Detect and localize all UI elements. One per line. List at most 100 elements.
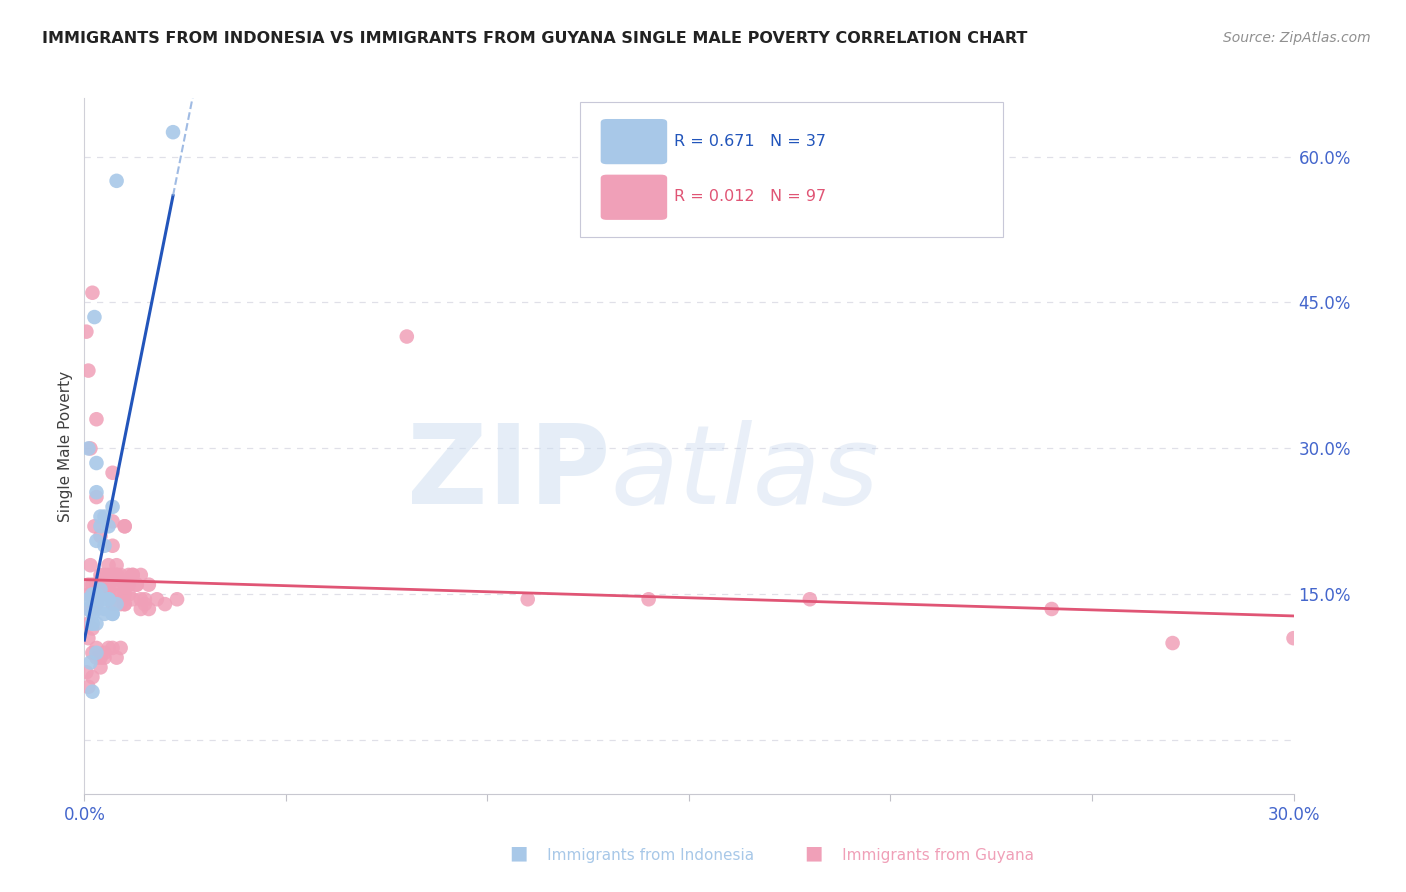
Point	[110, 597, 132, 611]
Point	[82, 592, 104, 607]
Text: R = 0.671   N = 37: R = 0.671 N = 37	[675, 134, 827, 149]
Point	[93, 539, 115, 553]
Point	[86, 587, 108, 601]
Text: ■: ■	[804, 844, 823, 863]
Point	[77, 587, 100, 601]
Point	[118, 568, 141, 582]
Point	[79, 442, 101, 456]
Point	[86, 456, 108, 470]
Point	[82, 646, 104, 660]
Point	[89, 582, 111, 597]
Text: R = 0.012   N = 97: R = 0.012 N = 97	[675, 189, 827, 204]
Point	[77, 602, 100, 616]
Point	[101, 607, 124, 621]
Text: ■: ■	[509, 844, 527, 863]
Point	[114, 597, 136, 611]
Point	[637, 592, 659, 607]
Point	[89, 529, 111, 543]
Point	[105, 650, 128, 665]
Point	[110, 573, 132, 587]
Point	[153, 597, 176, 611]
Point	[110, 568, 132, 582]
Point	[89, 509, 111, 524]
Point	[89, 650, 111, 665]
Point	[93, 646, 115, 660]
Point	[86, 650, 108, 665]
Point	[138, 577, 160, 591]
Point	[1040, 602, 1063, 616]
Point	[89, 519, 111, 533]
Point	[93, 568, 115, 582]
Point	[77, 680, 100, 694]
Point	[129, 592, 152, 607]
Point	[105, 568, 128, 582]
Point	[134, 592, 156, 607]
Point	[138, 602, 160, 616]
Point	[77, 442, 100, 456]
Point	[83, 519, 105, 533]
Point	[89, 592, 111, 607]
Point	[166, 592, 188, 607]
Point	[105, 587, 128, 601]
Point	[93, 602, 115, 616]
Text: atlas: atlas	[610, 420, 879, 527]
Point	[97, 592, 120, 607]
Point	[82, 587, 104, 601]
Point	[114, 597, 136, 611]
Point	[121, 568, 143, 582]
Point	[75, 325, 97, 339]
Text: ZIP: ZIP	[406, 420, 610, 527]
Point	[101, 640, 124, 655]
Point	[83, 310, 105, 324]
Point	[97, 582, 120, 597]
Point	[97, 519, 120, 533]
Point	[1282, 631, 1305, 645]
Point	[86, 597, 108, 611]
Point	[129, 602, 152, 616]
Point	[79, 656, 101, 670]
Point	[77, 577, 100, 591]
Point	[118, 577, 141, 591]
Point	[82, 616, 104, 631]
Point	[86, 577, 108, 591]
Point	[162, 125, 184, 139]
Point	[110, 640, 132, 655]
Point	[97, 577, 120, 591]
Point	[93, 577, 115, 591]
Point	[93, 587, 115, 601]
Point	[82, 587, 104, 601]
Point	[89, 660, 111, 674]
Point	[101, 597, 124, 611]
Point	[101, 466, 124, 480]
Point	[129, 568, 152, 582]
Point	[86, 485, 108, 500]
Point	[86, 533, 108, 548]
Point	[101, 607, 124, 621]
Point	[86, 597, 108, 611]
Point	[799, 592, 821, 607]
Point	[82, 616, 104, 631]
Point	[77, 592, 100, 607]
Point	[82, 285, 104, 300]
Point	[105, 568, 128, 582]
Point	[105, 558, 128, 573]
Text: Immigrants from Indonesia: Immigrants from Indonesia	[513, 848, 754, 863]
Point	[101, 539, 124, 553]
Point	[114, 582, 136, 597]
Text: Source: ZipAtlas.com: Source: ZipAtlas.com	[1223, 31, 1371, 45]
Point	[82, 670, 104, 684]
Y-axis label: Single Male Poverty: Single Male Poverty	[58, 370, 73, 522]
Point	[89, 568, 111, 582]
Point	[395, 329, 418, 343]
FancyBboxPatch shape	[600, 175, 668, 220]
Point	[101, 577, 124, 591]
Point	[93, 509, 115, 524]
Point	[97, 568, 120, 582]
Point	[82, 602, 104, 616]
Point	[101, 568, 124, 582]
Text: Immigrants from Guyana: Immigrants from Guyana	[808, 848, 1035, 863]
Point	[93, 582, 115, 597]
Point	[516, 592, 538, 607]
Point	[77, 631, 100, 645]
Point	[97, 558, 120, 573]
